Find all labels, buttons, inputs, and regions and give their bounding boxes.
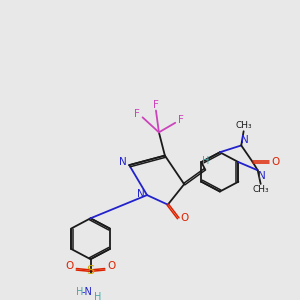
Text: N: N bbox=[136, 189, 144, 199]
Text: N: N bbox=[241, 135, 249, 145]
Text: H: H bbox=[202, 156, 209, 166]
Text: O: O bbox=[181, 213, 189, 223]
Text: H: H bbox=[94, 292, 102, 300]
Text: O: O bbox=[66, 261, 74, 271]
Text: CH₃: CH₃ bbox=[252, 185, 269, 194]
Text: O: O bbox=[271, 157, 280, 167]
Text: O: O bbox=[107, 261, 116, 271]
Text: F: F bbox=[134, 109, 140, 119]
Text: N: N bbox=[119, 158, 127, 167]
Text: F: F bbox=[178, 115, 184, 125]
Text: CH₃: CH₃ bbox=[235, 121, 252, 130]
Text: F: F bbox=[153, 100, 159, 110]
Text: -N: -N bbox=[82, 287, 92, 297]
Text: N: N bbox=[258, 171, 266, 181]
Text: S: S bbox=[87, 264, 94, 277]
Text: H: H bbox=[76, 287, 83, 297]
